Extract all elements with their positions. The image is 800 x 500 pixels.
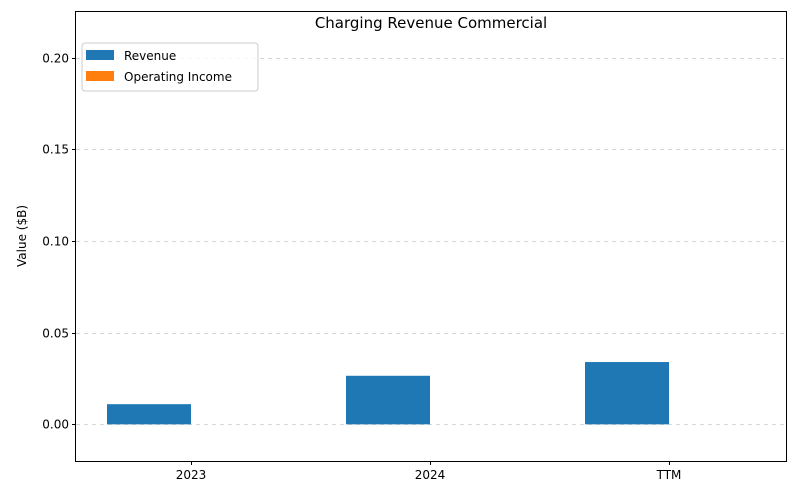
grid-lines [76, 58, 786, 425]
chart-title: Charging Revenue Commercial [315, 14, 547, 32]
bars [107, 362, 669, 425]
legend: Revenue Operating Income [81, 42, 259, 92]
legend-label-operating-income: Operating Income [124, 70, 232, 84]
plot-frame [75, 11, 787, 462]
legend-label-revenue: Revenue [124, 49, 176, 63]
legend-swatch-revenue [86, 50, 114, 60]
y-tick-label: 0.00 [42, 418, 69, 432]
legend-swatch-operating-income [86, 71, 114, 81]
bar-revenue-ttm [585, 362, 669, 425]
bar-revenue-2023 [107, 404, 191, 425]
y-axis-ticks: 0.00 0.05 0.10 0.15 0.20 [42, 52, 76, 432]
x-tick-label: 2023 [176, 468, 207, 482]
y-tick-label: 0.15 [42, 143, 69, 157]
x-tick-label: 2024 [415, 468, 446, 482]
bar-revenue-2024 [346, 375, 430, 425]
y-tick-label: 0.20 [42, 52, 69, 66]
y-tick-label: 0.05 [42, 327, 69, 341]
y-tick-label: 0.10 [42, 235, 69, 249]
y-axis-label: Value ($B) [15, 205, 29, 267]
legend-box [81, 42, 259, 92]
x-tick-label: TTM [656, 468, 682, 482]
x-axis-ticks: 2023 2024 TTM [176, 461, 682, 482]
